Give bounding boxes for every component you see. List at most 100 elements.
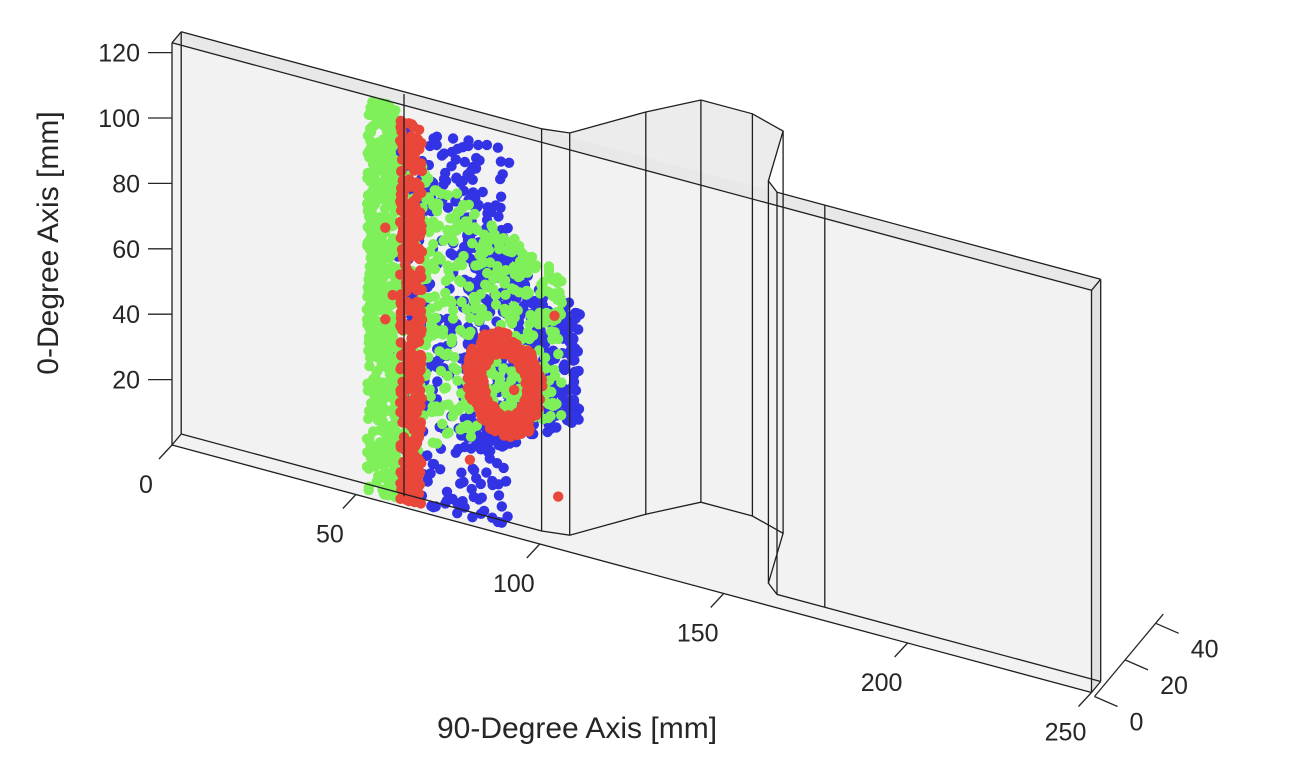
data-point	[463, 403, 475, 415]
data-point	[461, 303, 472, 315]
y-tick-label: 80	[112, 170, 140, 198]
data-point	[435, 254, 447, 265]
data-point	[553, 491, 564, 502]
data-point	[477, 376, 489, 388]
data-point	[362, 447, 373, 458]
data-point	[475, 478, 486, 490]
data-point	[409, 393, 420, 404]
data-point	[469, 350, 481, 361]
data-point	[482, 202, 494, 213]
data-point	[572, 346, 583, 357]
data-point	[463, 224, 474, 236]
z-tick	[1124, 659, 1149, 671]
data-point	[493, 211, 504, 222]
data-point	[467, 238, 478, 249]
specimen-panel	[172, 31, 1101, 693]
data-point	[380, 222, 391, 233]
data-point	[450, 154, 461, 165]
data-point	[451, 261, 462, 272]
data-point	[452, 375, 463, 386]
data-point	[474, 259, 485, 270]
edge	[171, 31, 182, 44]
data-point	[446, 333, 458, 344]
data-point	[482, 267, 493, 279]
data-point	[492, 235, 503, 246]
data-point	[466, 424, 477, 435]
data-point	[407, 349, 419, 360]
x-tick	[158, 444, 173, 460]
data-point	[443, 427, 454, 438]
data-point	[447, 313, 459, 324]
data-point	[475, 357, 487, 368]
data-point	[450, 196, 461, 207]
data-point	[443, 296, 455, 307]
data-point	[466, 483, 477, 495]
data-point	[568, 322, 579, 333]
edge	[171, 42, 1092, 291]
edge	[824, 606, 1101, 683]
data-point	[528, 372, 539, 383]
data-point	[425, 303, 437, 314]
y-tick-label: 120	[98, 40, 140, 68]
x-axis: 0 50 100 150 200 250	[139, 444, 1092, 747]
data-point	[514, 256, 526, 267]
data-point	[458, 199, 469, 211]
edge	[1091, 681, 1102, 693]
data-point	[509, 284, 520, 295]
z-tick	[1155, 622, 1179, 634]
data-point	[476, 492, 487, 503]
data-point	[526, 251, 538, 263]
data-point	[455, 478, 466, 489]
y-axis: 20 40 60 80 100 120	[98, 40, 172, 395]
data-point	[373, 300, 384, 311]
data-point	[396, 126, 407, 137]
data-point	[471, 152, 482, 164]
data-point	[494, 371, 505, 383]
data-point	[452, 143, 463, 154]
x-tick-label: 250	[1045, 719, 1087, 747]
y-tick-label: 100	[98, 105, 140, 133]
data-point	[506, 366, 517, 377]
data-point	[413, 143, 425, 154]
panel-side-face	[1091, 279, 1101, 693]
data-point	[490, 289, 501, 301]
edge	[824, 204, 1101, 280]
data-point	[436, 188, 447, 199]
data-point	[456, 277, 467, 288]
data-point	[464, 454, 476, 465]
data-point	[558, 361, 569, 372]
z-tick-label: 0	[1130, 709, 1144, 737]
data-point	[549, 370, 561, 381]
data-point	[440, 287, 451, 299]
data-point	[369, 108, 380, 120]
data-point	[412, 245, 423, 257]
data-point	[424, 384, 435, 395]
data-point	[367, 231, 378, 243]
data-point	[506, 430, 517, 441]
data-point	[451, 172, 462, 183]
data-point	[499, 400, 510, 412]
data-point	[479, 408, 491, 419]
data-point	[497, 345, 509, 356]
data-point	[477, 186, 488, 198]
data-point	[483, 348, 494, 360]
data-point	[377, 159, 388, 170]
data-point	[400, 494, 411, 505]
data-point	[415, 349, 426, 361]
data-point	[500, 289, 511, 300]
data-point	[395, 135, 406, 146]
data-point	[547, 274, 559, 286]
data-point	[380, 211, 391, 222]
data-point	[556, 410, 567, 421]
z-tick-label: 20	[1160, 672, 1188, 700]
data-point	[377, 416, 388, 427]
data-point	[484, 257, 496, 268]
x-tick	[526, 543, 541, 559]
data-point	[571, 402, 582, 413]
data-point	[429, 291, 440, 302]
data-point	[364, 323, 375, 334]
x-tick-label: 100	[493, 570, 535, 598]
data-point	[402, 376, 413, 387]
